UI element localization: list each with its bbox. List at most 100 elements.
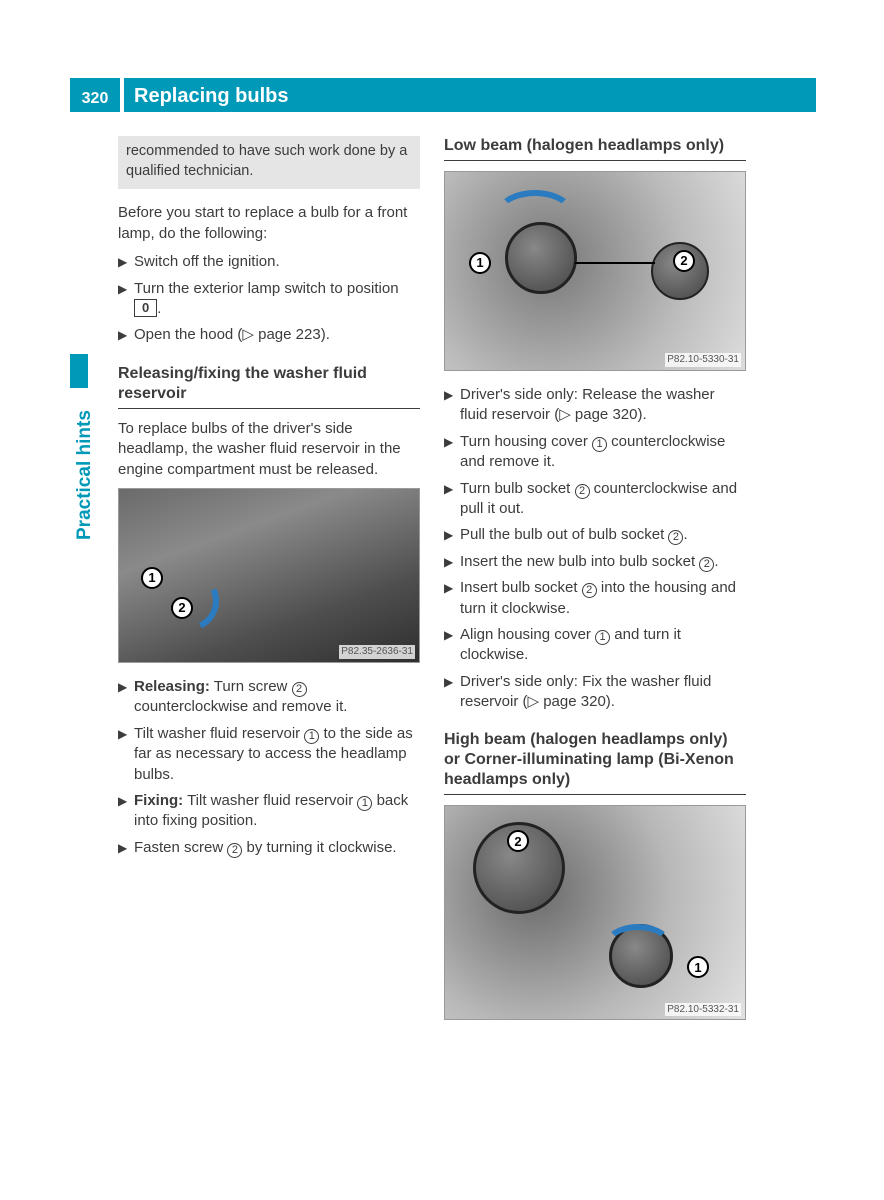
callout-1: 1 [469,252,491,274]
text-fragment: Tilt washer fluid reservoir [183,792,357,809]
step-releasing: ▶ Releasing: Turn screw 2 counterclockwi… [118,677,420,718]
triangle-icon: ▶ [444,385,460,426]
step-text: Insert the new bulb into bulb socket 2. [460,552,746,572]
rotation-arrow-icon [495,190,575,240]
triangle-icon: ▶ [444,625,460,666]
section-heading-releasing: Releasing/fixing the washer fluid reserv… [118,364,420,409]
step-fasten: ▶ Fasten screw 2 by turning it clockwise… [118,838,420,858]
section1-intro: To replace bulbs of the driver's side he… [118,419,420,480]
text-fragment: Insert bulb socket [460,579,582,596]
triangle-icon: ▶ [444,479,460,520]
lowbeam-step-4: ▶ Pull the bulb out of bulb socket 2. [444,525,746,545]
triangle-icon: ▶ [444,578,460,619]
step-text: Align housing cover 1 and turn it clockw… [460,625,746,666]
triangle-icon: ▶ [444,432,460,473]
triangle-icon: ▶ [118,279,134,320]
text-fragment: Turn the exterior lamp switch to positio… [134,280,399,297]
triangle-icon: ▶ [118,724,134,785]
triangle-icon: ▶ [444,552,460,572]
step-text: Releasing: Turn screw 2 counterclockwise… [134,677,420,718]
right-column: Low beam (halogen headlamps only) 1 2 P8… [444,136,746,1034]
prestep-2: ▶ Turn the exterior lamp switch to posit… [118,279,420,320]
text-fragment: ). [606,693,615,710]
prestep-text: Open the hood (▷ page 223). [134,325,420,345]
triangle-icon: ▶ [118,838,134,858]
figure-id: P82.10-5330-31 [665,353,741,367]
text-fragment: Turn screw [210,678,292,695]
step-text: Tilt washer fluid reservoir 1 to the sid… [134,724,420,785]
text-fragment: . [714,553,718,570]
section-heading-lowbeam: Low beam (halogen headlamps only) [444,136,746,161]
circled-ref: 2 [582,583,597,598]
callout-2: 2 [673,250,695,272]
figure-engine-compartment: 1 2 P82.35-2636-31 [118,488,420,663]
triangle-icon: ▶ [118,791,134,832]
intro-paragraph: Before you start to replace a bulb for a… [118,203,420,244]
note-box: recommended to have such work done by a … [118,136,420,189]
leader-line [575,262,655,264]
content-columns: recommended to have such work done by a … [70,136,816,1034]
circled-ref: 2 [699,557,714,572]
lowbeam-step-3: ▶ Turn bulb socket 2 counterclockwise an… [444,479,746,520]
callout-1: 1 [141,567,163,589]
figure-highbeam: 2 1 P82.10-5332-31 [444,805,746,1020]
page-number: 320 [70,78,120,112]
step-text: Pull the bulb out of bulb socket 2. [460,525,746,545]
triangle-icon: ▶ [118,325,134,345]
lowbeam-step-1: ▶ Driver's side only: Release the washer… [444,385,746,426]
text-fragment: Open the hood ( [134,326,242,343]
step-text: Driver's side only: Release the washer f… [460,385,746,426]
circled-ref: 1 [595,630,610,645]
page-ref: ▷ page 223 [242,326,320,343]
text-fragment: ). [637,406,646,423]
prestep-text: Turn the exterior lamp switch to positio… [134,279,420,320]
circled-ref: 2 [227,843,242,858]
figure-id: P82.10-5332-31 [665,1003,741,1017]
triangle-icon: ▶ [444,525,460,545]
step-text: Fixing: Tilt washer fluid reservoir 1 ba… [134,791,420,832]
circled-ref: 2 [668,530,683,545]
prestep-3: ▶ Open the hood (▷ page 223). [118,325,420,345]
text-fragment: Insert the new bulb into bulb socket [460,553,699,570]
page-header: 320 Replacing bulbs [70,78,816,112]
circled-ref: 2 [575,484,590,499]
prestep-text: Switch off the ignition. [134,252,420,272]
triangle-icon: ▶ [118,677,134,718]
text-fragment: . [683,526,687,543]
left-column: recommended to have such work done by a … [118,136,420,1034]
keycap-0: 0 [134,299,157,317]
callout-2: 2 [171,597,193,619]
text-fragment: counterclockwise and remove it. [134,698,347,715]
prestep-1: ▶ Switch off the ignition. [118,252,420,272]
step-text: Turn bulb socket 2 counterclockwise and … [460,479,746,520]
text-fragment: . [157,300,161,317]
text-fragment: by turning it clockwise. [242,839,396,856]
step-fixing: ▶ Fixing: Tilt washer fluid reservoir 1 … [118,791,420,832]
lowbeam-step-6: ▶ Insert bulb socket 2 into the housing … [444,578,746,619]
section-heading-highbeam: High beam (halogen headlamps only) or Co… [444,730,746,795]
text-fragment: Tilt washer fluid reservoir [134,725,304,742]
text-fragment: Turn bulb socket [460,480,575,497]
lowbeam-step-7: ▶ Align housing cover 1 and turn it cloc… [444,625,746,666]
figure-background [119,489,419,662]
text-fragment: Pull the bulb out of bulb socket [460,526,668,543]
bold-label: Releasing: [134,678,210,695]
step-tilt: ▶ Tilt washer fluid reservoir 1 to the s… [118,724,420,785]
lowbeam-step-8: ▶ Driver's side only: Fix the washer flu… [444,672,746,713]
figure-id: P82.35-2636-31 [339,645,415,659]
triangle-icon: ▶ [118,252,134,272]
step-text: Fasten screw 2 by turning it clockwise. [134,838,420,858]
page-title: Replacing bulbs [124,78,816,112]
lowbeam-step-2: ▶ Turn housing cover 1 counterclockwise … [444,432,746,473]
circled-ref: 1 [592,437,607,452]
circled-ref: 2 [292,682,307,697]
text-fragment: Fasten screw [134,839,227,856]
page-ref: ▷ page 320 [559,406,637,423]
triangle-icon: ▶ [444,672,460,713]
lowbeam-step-5: ▶ Insert the new bulb into bulb socket 2… [444,552,746,572]
bold-label: Fixing: [134,792,183,809]
step-text: Driver's side only: Fix the washer fluid… [460,672,746,713]
text-fragment: Align housing cover [460,626,595,643]
page: 320 Replacing bulbs recommended to have … [70,78,816,1034]
page-ref: ▷ page 320 [528,693,606,710]
